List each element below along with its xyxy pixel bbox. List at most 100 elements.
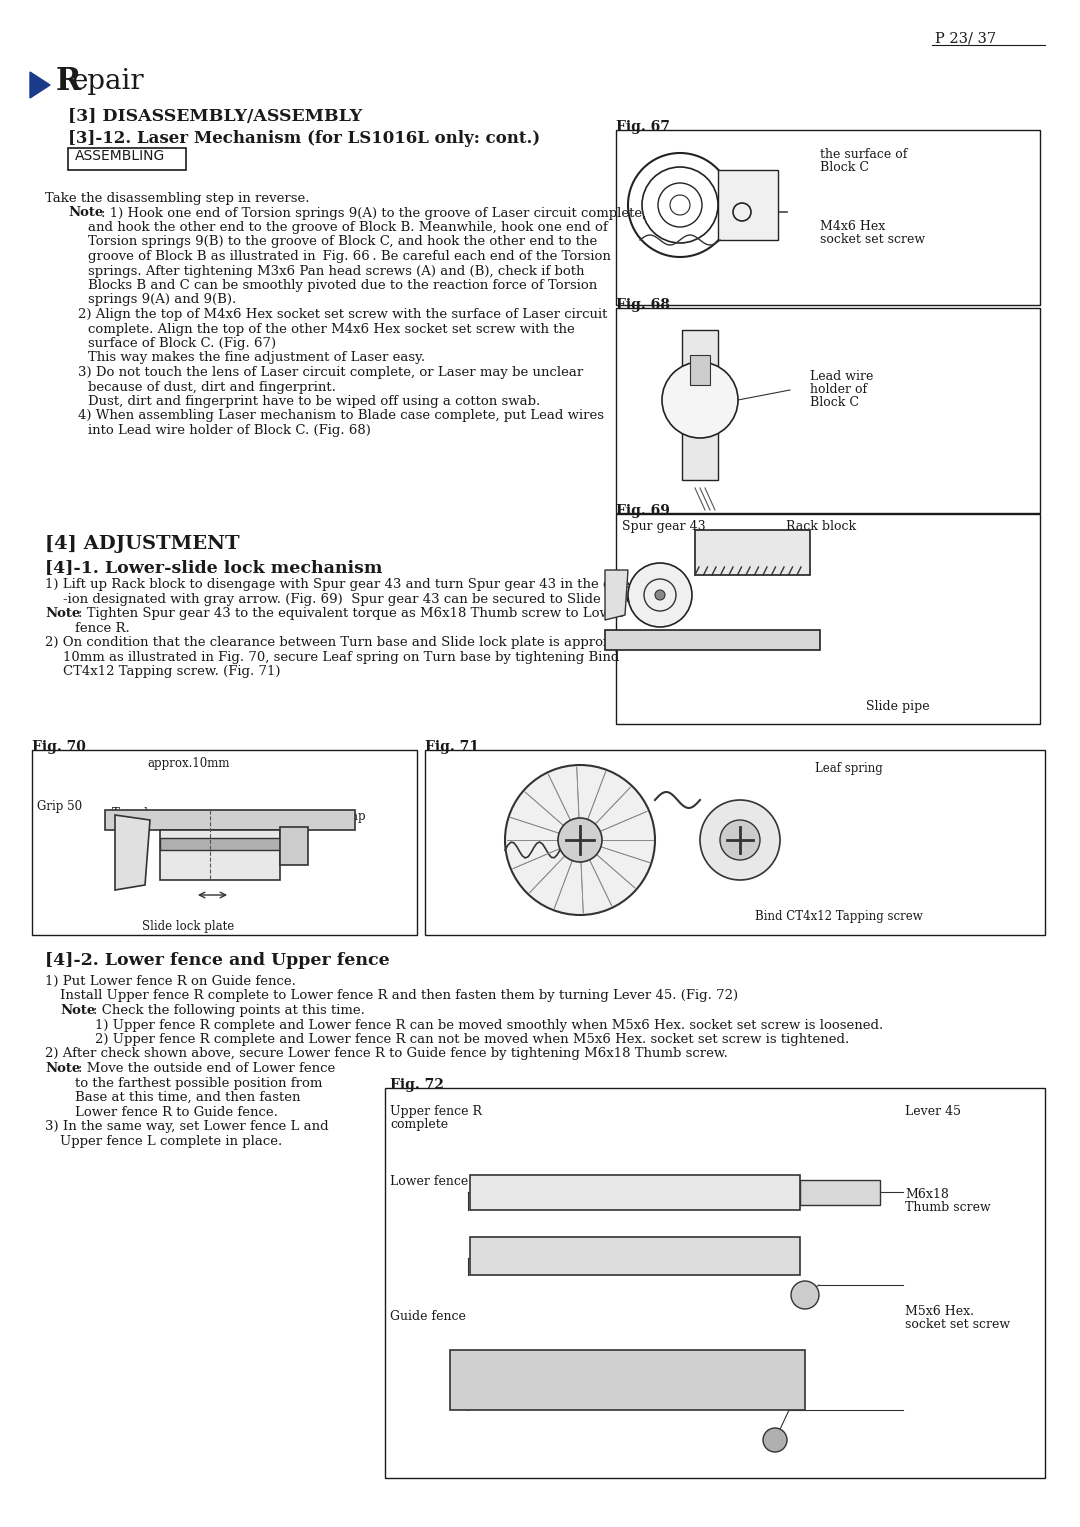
Text: groove of Block B as illustrated in  Fig. 66 . Be careful each end of the Torsio: groove of Block B as illustrated in Fig.… <box>87 250 611 263</box>
Text: R: R <box>56 66 81 98</box>
Text: P 23/ 37: P 23/ 37 <box>935 32 996 46</box>
Bar <box>426 750 1045 935</box>
Text: Take the disassembling step in reverse.: Take the disassembling step in reverse. <box>45 192 310 205</box>
Circle shape <box>700 800 780 880</box>
Text: 3) In the same way, set Lower fence L and: 3) In the same way, set Lower fence L an… <box>45 1119 328 1133</box>
Circle shape <box>654 589 665 600</box>
Text: the surface of: the surface of <box>820 148 907 160</box>
Bar <box>105 809 355 831</box>
Text: Note: Note <box>45 608 80 620</box>
Text: Upper fence L complete in place.: Upper fence L complete in place. <box>60 1135 282 1147</box>
Bar <box>718 169 778 240</box>
Bar <box>616 130 1040 305</box>
Text: 2) Align the top of M4x6 Hex socket set screw with the surface of Laser circuit: 2) Align the top of M4x6 Hex socket set … <box>78 308 607 321</box>
Text: and hook the other end to the groove of Block B. Meanwhile, hook one end of: and hook the other end to the groove of … <box>87 221 608 234</box>
Text: Fig. 68: Fig. 68 <box>616 298 670 312</box>
Text: Spur gear 43: Spur gear 43 <box>622 521 705 533</box>
Text: because of dust, dirt and fingerprint.: because of dust, dirt and fingerprint. <box>87 380 336 394</box>
Bar <box>68 148 186 169</box>
Text: Fig. 72: Fig. 72 <box>390 1078 444 1092</box>
Text: M4x6 Hex: M4x6 Hex <box>820 220 886 234</box>
Text: Install Upper fence R complete to Lower fence R and then fasten them by turning : Install Upper fence R complete to Lower … <box>60 989 738 1003</box>
Text: fence R.: fence R. <box>75 621 130 635</box>
Text: Note: Note <box>60 1003 95 1017</box>
Text: Lower fence R: Lower fence R <box>390 1174 482 1188</box>
Text: 2) On condition that the clearance between Turn base and Slide lock plate is app: 2) On condition that the clearance betwe… <box>45 637 648 649</box>
Circle shape <box>720 820 760 860</box>
Circle shape <box>791 1281 819 1309</box>
Text: Lever 45: Lever 45 <box>905 1106 961 1118</box>
Bar <box>160 831 280 880</box>
Text: Thumb screw: Thumb screw <box>905 1202 990 1214</box>
Text: 2) After check shown above, secure Lower fence R to Guide fence by tightening M6: 2) After check shown above, secure Lower… <box>45 1048 728 1060</box>
Text: Base at this time, and then fasten: Base at this time, and then fasten <box>75 1090 300 1104</box>
Text: : 1) Hook one end of Torsion springs 9(A) to the groove of Laser circuit complet: : 1) Hook one end of Torsion springs 9(A… <box>102 206 646 220</box>
Bar <box>280 828 308 864</box>
Text: complete. Align the top of the other M4x6 Hex socket set screw with the: complete. Align the top of the other M4x… <box>87 322 575 336</box>
Bar <box>160 838 280 851</box>
Polygon shape <box>114 815 150 890</box>
Text: Note: Note <box>68 206 104 220</box>
Text: Leaf spring: Leaf spring <box>815 762 882 776</box>
Text: into Lead wire holder of Block C. (Fig. 68): into Lead wire holder of Block C. (Fig. … <box>87 425 370 437</box>
Text: 2) Upper fence R complete and Lower fence R can not be moved when M5x6 Hex. sock: 2) Upper fence R complete and Lower fenc… <box>95 1032 849 1046</box>
Text: Fig. 70: Fig. 70 <box>32 741 86 754</box>
Text: 3) Do not touch the lens of Laser circuit complete, or Laser may be unclear: 3) Do not touch the lens of Laser circui… <box>78 366 583 379</box>
Text: : Tighten Spur gear 43 to the equivalent torque as M6x18 Thumb screw to Lower: : Tighten Spur gear 43 to the equivalent… <box>78 608 625 620</box>
Text: ASSEMBLING: ASSEMBLING <box>75 150 165 163</box>
Circle shape <box>558 818 602 863</box>
Text: Lead wire: Lead wire <box>810 370 874 383</box>
Bar <box>616 515 1040 724</box>
Text: Block C: Block C <box>810 395 859 409</box>
Text: Note: Note <box>45 1061 80 1075</box>
Text: to the farthest possible position from: to the farthest possible position from <box>75 1077 322 1089</box>
Bar <box>690 354 710 385</box>
Bar <box>696 530 810 576</box>
Text: [3]-12. Laser Mechanism (for LS1016L only: cont.): [3]-12. Laser Mechanism (for LS1016L onl… <box>68 130 540 147</box>
Bar <box>605 631 820 651</box>
Text: Dust, dirt and fingerprint have to be wiped off using a cotton swab.: Dust, dirt and fingerprint have to be wi… <box>87 395 540 408</box>
Text: Fig. 69: Fig. 69 <box>616 504 670 518</box>
Text: Bind CT4x12 Tapping screw: Bind CT4x12 Tapping screw <box>755 910 922 922</box>
Text: M5x6 Hex.: M5x6 Hex. <box>905 1306 974 1318</box>
Text: Torsion springs 9(B) to the groove of Block C, and hook the other end to the: Torsion springs 9(B) to the groove of Bl… <box>87 235 597 249</box>
Bar <box>470 1174 800 1209</box>
Bar <box>681 330 718 479</box>
Text: [4] ADJUSTMENT: [4] ADJUSTMENT <box>45 534 240 553</box>
Text: holder of: holder of <box>810 383 867 395</box>
Text: socket set screw: socket set screw <box>820 234 926 246</box>
Text: CT4x12 Tapping screw. (Fig. 71): CT4x12 Tapping screw. (Fig. 71) <box>63 664 281 678</box>
Text: epair: epair <box>72 69 145 95</box>
Text: Grip 50: Grip 50 <box>37 800 82 812</box>
Bar <box>450 1350 805 1409</box>
Text: 4) When assembling Laser mechanism to Blade case complete, put Lead wires: 4) When assembling Laser mechanism to Bl… <box>78 409 604 423</box>
Circle shape <box>762 1428 787 1452</box>
Text: : Move the outside end of Lower fence: : Move the outside end of Lower fence <box>78 1061 335 1075</box>
Circle shape <box>505 765 654 915</box>
Text: Guide fence: Guide fence <box>390 1310 465 1322</box>
Text: : Check the following points at this time.: : Check the following points at this tim… <box>93 1003 365 1017</box>
Text: approx.10mm: approx.10mm <box>147 757 229 770</box>
Polygon shape <box>605 570 627 620</box>
Bar <box>616 308 1040 513</box>
Text: [3] DISASSEMBLY/ASSEMBLY: [3] DISASSEMBLY/ASSEMBLY <box>68 108 362 125</box>
Text: [4]-1. Lower-slide lock mechanism: [4]-1. Lower-slide lock mechanism <box>45 559 382 576</box>
Text: socket set screw: socket set screw <box>905 1318 1010 1332</box>
Polygon shape <box>30 72 50 98</box>
Text: Blocks B and C can be smoothly pivoted due to the reaction force of Torsion: Blocks B and C can be smoothly pivoted d… <box>87 279 597 292</box>
Bar <box>470 1237 800 1275</box>
Bar <box>32 750 417 935</box>
Text: springs 9(A) and 9(B).: springs 9(A) and 9(B). <box>87 293 237 307</box>
Text: springs. After tightening M3x6 Pan head screws (A) and (B), check if both: springs. After tightening M3x6 Pan head … <box>87 264 584 278</box>
Text: Turn base: Turn base <box>112 806 172 820</box>
Text: Cap: Cap <box>342 809 366 823</box>
Text: Slide lock plate: Slide lock plate <box>141 919 234 933</box>
Text: 1) Lift up Rack block to disengage with Spur gear 43 and turn Spur gear 43 in th: 1) Lift up Rack block to disengage with … <box>45 579 643 591</box>
Bar <box>800 1180 880 1205</box>
Text: 1) Put Lower fence R on Guide fence.: 1) Put Lower fence R on Guide fence. <box>45 976 296 988</box>
Text: This way makes the fine adjustment of Laser easy.: This way makes the fine adjustment of La… <box>87 351 426 365</box>
Text: Fig. 67: Fig. 67 <box>616 121 670 134</box>
Bar <box>384 1089 1045 1478</box>
Text: Slide pipe: Slide pipe <box>866 699 930 713</box>
Text: M6x18: M6x18 <box>905 1188 949 1202</box>
